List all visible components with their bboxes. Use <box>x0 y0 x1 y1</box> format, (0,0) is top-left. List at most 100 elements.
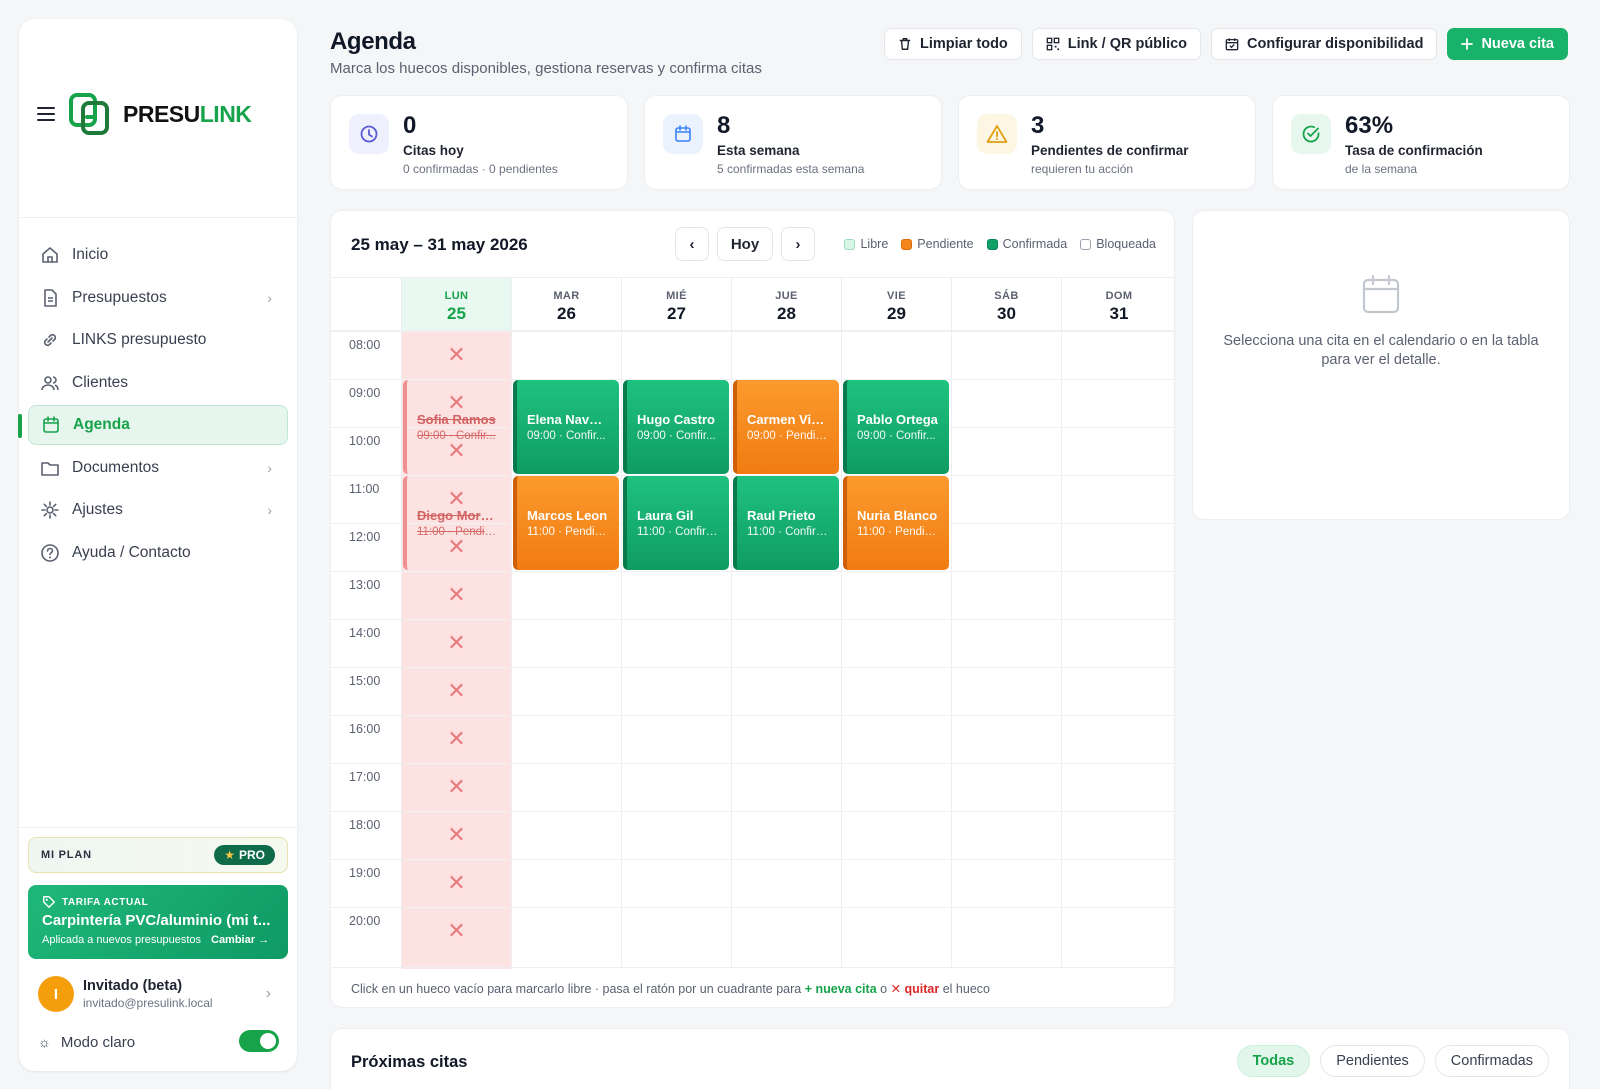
time-slot[interactable] <box>952 379 1061 380</box>
time-slot[interactable] <box>402 715 511 716</box>
time-slot[interactable] <box>1062 763 1174 764</box>
sidebar-item-presupuestos[interactable]: Presupuestos › <box>28 278 288 318</box>
time-slot[interactable] <box>402 763 511 764</box>
sidebar-item-agenda[interactable]: Agenda <box>18 405 288 445</box>
blocked-slot-icon[interactable]: ✕ <box>447 726 466 751</box>
filter-todas[interactable]: Todas <box>1236 1045 1311 1077</box>
blocked-slot-icon[interactable]: ✕ <box>447 630 466 655</box>
time-slot[interactable] <box>622 763 731 764</box>
time-slot[interactable] <box>402 427 511 428</box>
time-slot[interactable] <box>402 331 511 332</box>
blocked-slot-icon[interactable]: ✕ <box>447 342 466 367</box>
nueva-cita-button[interactable]: Nueva cita <box>1447 28 1568 60</box>
time-slot[interactable] <box>402 523 511 524</box>
configurar-disponibilidad-button[interactable]: Configurar disponibilidad <box>1211 28 1438 60</box>
time-slot[interactable] <box>1062 475 1174 476</box>
time-slot[interactable] <box>952 763 1061 764</box>
appointment-block[interactable]: Pablo Ortega 09:00 · Confir... <box>843 380 949 474</box>
appointment-block[interactable]: Carmen Vidal 09:00 · Pendie... <box>733 380 839 474</box>
time-slot[interactable] <box>732 667 841 668</box>
time-slot[interactable] <box>1062 907 1174 908</box>
blocked-slot-icon[interactable]: ✕ <box>447 582 466 607</box>
time-slot[interactable] <box>952 475 1061 476</box>
appointment-block[interactable]: Raul Prieto 11:00 · Confirm... <box>733 476 839 570</box>
time-slot[interactable] <box>402 859 511 860</box>
sidebar-item-documentos[interactable]: Documentos › <box>28 448 288 488</box>
time-slot[interactable] <box>1062 331 1174 332</box>
time-slot[interactable] <box>622 907 731 908</box>
time-slot[interactable] <box>952 523 1061 524</box>
next-week-button[interactable]: › <box>781 227 815 261</box>
time-slot[interactable] <box>402 619 511 620</box>
sidebar-item-inicio[interactable]: Inicio <box>28 235 288 275</box>
time-slot[interactable] <box>732 331 841 332</box>
time-slot[interactable] <box>1062 523 1174 524</box>
time-slot[interactable] <box>512 331 621 332</box>
time-slot[interactable] <box>732 715 841 716</box>
time-slot[interactable] <box>512 907 621 908</box>
sidebar-item-links-presupuesto[interactable]: LINKS presupuesto <box>28 320 288 360</box>
time-slot[interactable] <box>1062 811 1174 812</box>
time-slot[interactable] <box>842 379 951 380</box>
time-slot[interactable] <box>842 907 951 908</box>
time-slot[interactable] <box>842 475 951 476</box>
time-slot[interactable] <box>732 475 841 476</box>
time-slot[interactable] <box>512 379 621 380</box>
time-slot[interactable] <box>952 619 1061 620</box>
blocked-slot-icon[interactable]: ✕ <box>447 774 466 799</box>
plan-card[interactable]: MI PLAN ★ PRO <box>28 837 288 873</box>
time-slot[interactable] <box>842 331 951 332</box>
time-slot[interactable] <box>622 571 731 572</box>
time-slot[interactable] <box>732 571 841 572</box>
appointment-block[interactable]: Sofia Ramos 09:00 · Confir... <box>403 380 509 474</box>
time-slot[interactable] <box>512 619 621 620</box>
filter-confirmadas[interactable]: Confirmadas <box>1434 1045 1549 1077</box>
time-slot[interactable] <box>1062 667 1174 668</box>
appointment-block[interactable]: Diego Moreno 11:00 · Pendiente <box>403 476 509 570</box>
blocked-slot-icon[interactable]: ✕ <box>447 678 466 703</box>
time-slot[interactable] <box>512 667 621 668</box>
time-slot[interactable] <box>512 571 621 572</box>
blocked-slot-icon[interactable]: ✕ <box>447 822 466 847</box>
time-slot[interactable] <box>952 907 1061 908</box>
blocked-slot-icon[interactable]: ✕ <box>447 918 466 943</box>
time-slot[interactable] <box>842 667 951 668</box>
time-slot[interactable] <box>952 667 1061 668</box>
blocked-slot-icon[interactable]: ✕ <box>447 870 466 895</box>
time-slot[interactable] <box>402 811 511 812</box>
blocked-slot-icon[interactable]: ✕ <box>447 390 466 415</box>
time-slot[interactable] <box>842 811 951 812</box>
time-slot[interactable] <box>952 715 1061 716</box>
time-slot[interactable] <box>732 811 841 812</box>
filter-pendientes[interactable]: Pendientes <box>1320 1045 1425 1077</box>
time-slot[interactable] <box>952 811 1061 812</box>
time-slot[interactable] <box>842 859 951 860</box>
time-slot[interactable] <box>402 475 511 476</box>
appointment-block[interactable]: Elena Navarro 09:00 · Confir... <box>513 380 619 474</box>
time-slot[interactable] <box>622 667 731 668</box>
time-slot[interactable] <box>402 907 511 908</box>
appointment-block[interactable]: Laura Gil 11:00 · Confirm... <box>623 476 729 570</box>
appointment-block[interactable]: Nuria Blanco 11:00 · Pendiente <box>843 476 949 570</box>
today-button[interactable]: Hoy <box>717 227 773 261</box>
time-slot[interactable] <box>1062 859 1174 860</box>
prev-week-button[interactable]: ‹ <box>675 227 709 261</box>
time-slot[interactable] <box>622 475 731 476</box>
time-slot[interactable] <box>402 571 511 572</box>
time-slot[interactable] <box>622 715 731 716</box>
time-slot[interactable] <box>732 859 841 860</box>
sidebar-item-ajustes[interactable]: Ajustes › <box>28 490 288 530</box>
time-slot[interactable] <box>402 379 511 380</box>
link-qr-p-blico-button[interactable]: Link / QR público <box>1031 28 1202 60</box>
time-slot[interactable] <box>1062 571 1174 572</box>
time-slot[interactable] <box>402 667 511 668</box>
time-slot[interactable] <box>842 763 951 764</box>
time-slot[interactable] <box>622 811 731 812</box>
time-slot[interactable] <box>1062 715 1174 716</box>
time-slot[interactable] <box>842 619 951 620</box>
limpiar-todo-button[interactable]: Limpiar todo <box>883 28 1022 60</box>
time-slot[interactable] <box>952 331 1061 332</box>
time-slot[interactable] <box>622 331 731 332</box>
time-slot[interactable] <box>512 811 621 812</box>
menu-icon[interactable] <box>37 107 55 121</box>
